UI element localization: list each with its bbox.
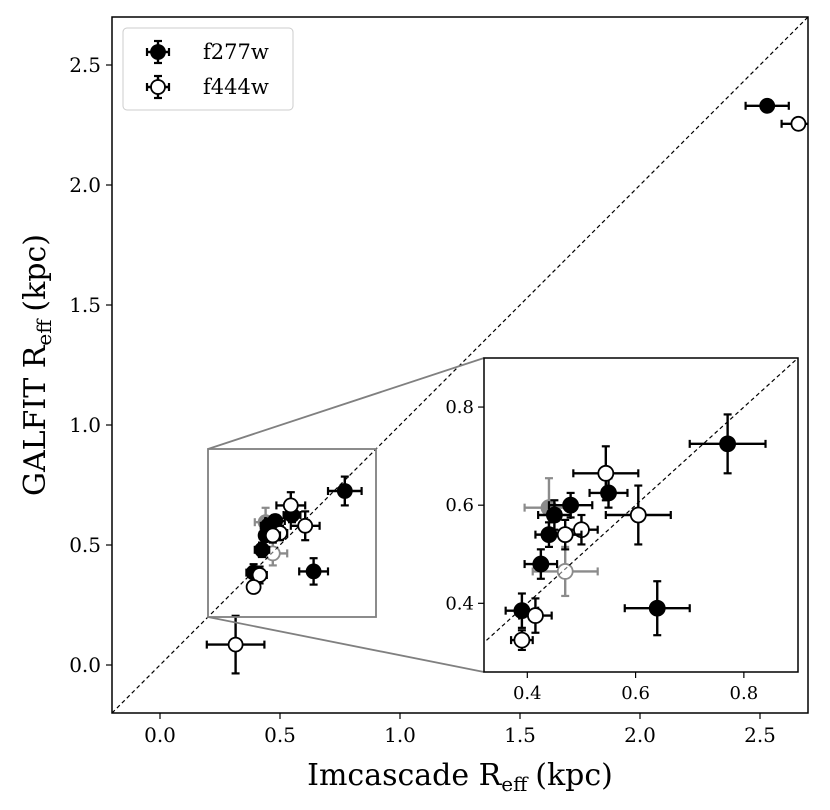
- marker-f444w: [227, 636, 244, 653]
- marker-f444w: [282, 497, 299, 514]
- y-axis-title: GALFIT Reff (kpc): [18, 234, 56, 496]
- y-axis-title-sub: eff: [32, 318, 56, 346]
- inset-x-tick-label: 0.4: [513, 683, 542, 704]
- y-tick-label: 1.5: [69, 293, 101, 317]
- data-point-f277w: [744, 97, 790, 114]
- data-point-f444w: [572, 445, 640, 502]
- y-axis-title-unit: (kpc): [18, 234, 53, 312]
- data-point-f444w-faded: [531, 545, 599, 598]
- data-point-f444w: [245, 579, 262, 595]
- y-tick-label: 2.5: [69, 53, 101, 77]
- marker-f277w: [545, 506, 563, 524]
- data-point-f277w: [253, 541, 271, 559]
- inset-y-tick-label: 0.8: [445, 397, 474, 418]
- marker-f444w: [245, 579, 262, 595]
- x-tick-label: 1.5: [504, 723, 536, 747]
- data-point-f444w: [780, 115, 808, 132]
- data-point-f444w: [289, 510, 321, 542]
- marker-f277w: [648, 599, 666, 617]
- x-tick-label: 2.5: [744, 723, 776, 747]
- marker-f277w: [532, 555, 550, 573]
- data-point-f444w: [509, 629, 534, 652]
- marker-f444w: [790, 115, 807, 132]
- legend-marker-circle: [150, 79, 166, 95]
- legend-box: [122, 27, 294, 111]
- marker-f277w: [562, 496, 580, 514]
- y-tick-label: 0.5: [69, 533, 101, 557]
- data-point-f444w: [604, 484, 672, 546]
- data-point-f277w: [259, 517, 277, 535]
- y-tick-label: 1.0: [69, 413, 101, 437]
- marker-f444w: [297, 517, 314, 534]
- zoom-connector-top: [207, 357, 485, 450]
- data-point-f444w: [205, 614, 266, 675]
- data-point-f277w: [688, 413, 767, 475]
- x-axis-title-main: Imcascade R: [307, 758, 503, 793]
- marker-f444w-faded: [556, 563, 574, 580]
- data-point-f277w: [298, 557, 330, 586]
- marker-f444w: [513, 631, 531, 649]
- marker-f444w: [556, 526, 574, 544]
- data-point-f444w: [264, 527, 282, 544]
- inset-y-tick-label: 0.6: [445, 495, 474, 516]
- x-tick-label: 2.0: [624, 723, 656, 747]
- legend-label-f444w: f444w: [203, 75, 269, 99]
- legend-marker-circle: [150, 44, 166, 60]
- y-tick-label: 2.0: [69, 173, 101, 197]
- legend-label-f277w: f277w: [203, 40, 269, 64]
- x-tick-label: 1.0: [384, 723, 416, 747]
- marker-f444w: [527, 607, 544, 624]
- x-tick-label: 0.5: [264, 723, 296, 747]
- marker-f444w: [597, 464, 615, 482]
- zoom-indicator: [207, 357, 485, 673]
- x-axis-title-sub: eff: [501, 772, 529, 796]
- marker-f277w: [254, 541, 270, 558]
- inset-y-tick-label: 0.4: [445, 593, 474, 614]
- zoom-rectangle: [207, 448, 377, 618]
- inset-x-tick-label: 0.8: [730, 683, 759, 704]
- marker-f277w: [600, 484, 617, 502]
- legend-marker-f444w: [145, 74, 171, 100]
- zoom-connector-bottom: [207, 616, 485, 673]
- marker-f444w: [264, 527, 281, 544]
- marker-f444w: [629, 506, 647, 524]
- marker-f277w: [719, 435, 737, 453]
- main-axis-ticks: 0.0 0.5 1.0 1.5 2.0 2.5 0.0 0.5 1.0 1.5 2.0 2.5: [69, 53, 776, 747]
- marker-f277w: [336, 483, 353, 499]
- y-axis-title-main: GALFIT R: [18, 344, 53, 496]
- data-point-f277w: [523, 548, 559, 580]
- legend: f277w f444w: [122, 27, 294, 111]
- legend-marker-f277w: [145, 39, 171, 65]
- x-axis-title: Imcascade Reff (kpc): [307, 758, 613, 796]
- data-point-f277w: [623, 580, 691, 637]
- marker-f277w: [759, 97, 776, 114]
- main-plot-layer: [112, 17, 808, 713]
- data-point-f277w: [537, 499, 572, 531]
- data-point-f444w: [518, 597, 553, 634]
- data-point-f444w: [275, 491, 307, 520]
- x-axis-title-unit: (kpc): [535, 758, 613, 793]
- inset-x-tick-label: 0.6: [621, 683, 650, 704]
- data-point-f277w: [326, 475, 363, 507]
- y-tick-label: 0.0: [69, 653, 101, 677]
- x-tick-label: 0.0: [144, 723, 176, 747]
- marker-f277w: [305, 563, 322, 580]
- inset-axis-ticks: 0.4 0.6 0.8 0.4 0.6 0.8: [445, 397, 758, 704]
- inset-plot-layer: [484, 358, 798, 652]
- data-point-f444w: [251, 565, 268, 585]
- data-point-f444w: [547, 518, 583, 551]
